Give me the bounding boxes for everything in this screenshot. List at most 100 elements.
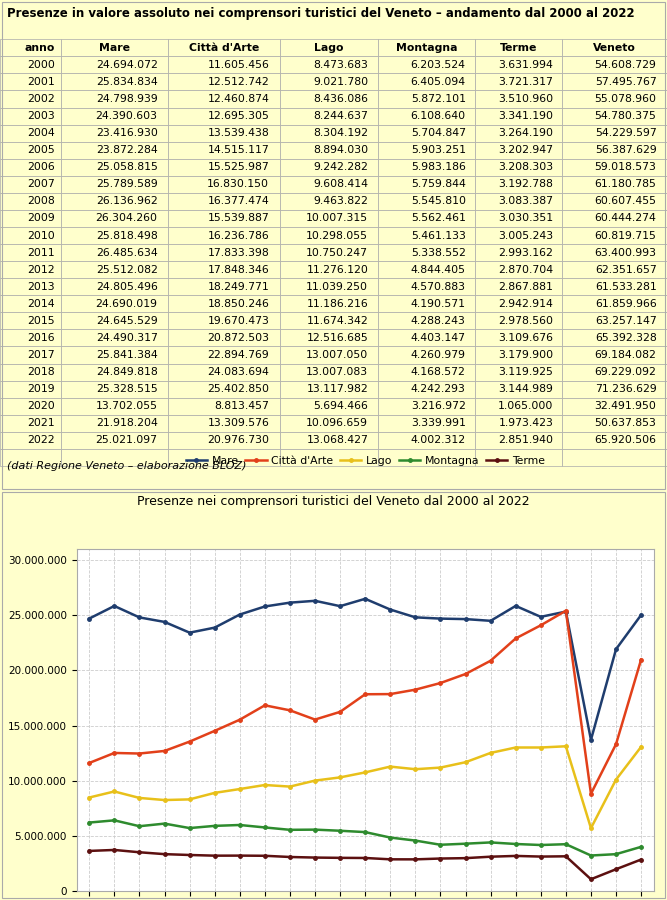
Città d'Arte: [386, 688, 394, 699]
Città d'Arte: [286, 705, 294, 716]
Montagna: [462, 838, 470, 849]
Terme: [211, 850, 219, 861]
Line: Terme: Terme: [87, 848, 643, 881]
Terme: [311, 852, 319, 863]
Montagna: [261, 822, 269, 832]
Terme: [512, 850, 520, 861]
Mare: [211, 622, 219, 633]
Terme: [235, 850, 243, 861]
Terme: [362, 852, 370, 863]
Terme: [412, 854, 420, 865]
Terme: [85, 845, 93, 856]
Città d'Arte: [161, 745, 169, 756]
Terme: [637, 854, 645, 865]
Lago: [235, 784, 243, 795]
Lago: [412, 764, 420, 775]
Mare: [362, 593, 370, 604]
Montagna: [211, 821, 219, 832]
Mare: [185, 627, 193, 638]
Montagna: [637, 842, 645, 852]
Città d'Arte: [85, 758, 93, 769]
Mare: [311, 596, 319, 607]
Montagna: [85, 817, 93, 828]
Terme: [286, 851, 294, 862]
Città d'Arte: [412, 684, 420, 695]
Mare: [161, 616, 169, 627]
Lago: [587, 823, 595, 833]
Mare: [110, 600, 118, 611]
Montagna: [436, 840, 444, 850]
Montagna: [537, 840, 545, 850]
Terme: [386, 854, 394, 865]
Montagna: [612, 849, 620, 859]
Città d'Arte: [211, 725, 219, 736]
Lago: [261, 779, 269, 790]
Terme: [462, 852, 470, 863]
Terme: [537, 851, 545, 862]
Città d'Arte: [336, 706, 344, 717]
Città d'Arte: [135, 748, 143, 759]
Montagna: [587, 850, 595, 861]
Lago: [562, 741, 570, 751]
Terme: [161, 849, 169, 859]
Lago: [612, 774, 620, 785]
Terme: [587, 874, 595, 885]
Città d'Arte: [562, 606, 570, 616]
Montagna: [185, 823, 193, 833]
Legend: Mare, Città d'Arte, Lago, Montagna, Terme: Mare, Città d'Arte, Lago, Montagna, Term…: [181, 452, 549, 471]
Lago: [362, 767, 370, 778]
Terme: [487, 851, 495, 862]
Città d'Arte: [637, 654, 645, 665]
Terme: [185, 850, 193, 860]
Terme: [110, 844, 118, 855]
Mare: [637, 609, 645, 620]
Montagna: [386, 832, 394, 843]
Line: Lago: Lago: [87, 744, 643, 830]
Lago: [336, 772, 344, 783]
Mare: [462, 614, 470, 625]
Lago: [185, 794, 193, 805]
Lago: [637, 742, 645, 752]
Terme: [612, 864, 620, 875]
Montagna: [512, 839, 520, 850]
Montagna: [135, 821, 143, 832]
Città d'Arte: [487, 655, 495, 666]
Terme: [436, 853, 444, 864]
Mare: [135, 612, 143, 623]
Terme: [336, 852, 344, 863]
Lago: [487, 748, 495, 759]
Montagna: [286, 824, 294, 835]
Lago: [386, 761, 394, 772]
Città d'Arte: [362, 688, 370, 699]
Città d'Arte: [612, 739, 620, 750]
Lago: [462, 757, 470, 768]
Lago: [110, 786, 118, 796]
Lago: [512, 742, 520, 753]
Città d'Arte: [185, 736, 193, 747]
Montagna: [487, 837, 495, 848]
Mare: [562, 607, 570, 617]
Mare: [487, 616, 495, 626]
Montagna: [336, 825, 344, 836]
Città d'Arte: [110, 748, 118, 759]
Mare: [336, 601, 344, 612]
Montagna: [311, 824, 319, 835]
Montagna: [362, 827, 370, 838]
Lago: [161, 795, 169, 806]
Mare: [235, 609, 243, 620]
Montagna: [235, 820, 243, 831]
Città d'Arte: [235, 715, 243, 725]
Mare: [412, 612, 420, 623]
Città d'Arte: [537, 620, 545, 631]
Text: Presenze nei comprensori turistici del Veneto dal 2000 al 2022: Presenze nei comprensori turistici del V…: [137, 496, 530, 508]
Lago: [537, 742, 545, 753]
Mare: [436, 613, 444, 624]
Città d'Arte: [587, 788, 595, 799]
Lago: [135, 793, 143, 804]
Montagna: [161, 818, 169, 829]
Terme: [261, 850, 269, 861]
Mare: [261, 601, 269, 612]
Text: (dati Regione Veneto – elaborazione BLOZ): (dati Regione Veneto – elaborazione BLOZ…: [7, 461, 246, 471]
Lago: [211, 788, 219, 798]
Città d'Arte: [462, 669, 470, 680]
